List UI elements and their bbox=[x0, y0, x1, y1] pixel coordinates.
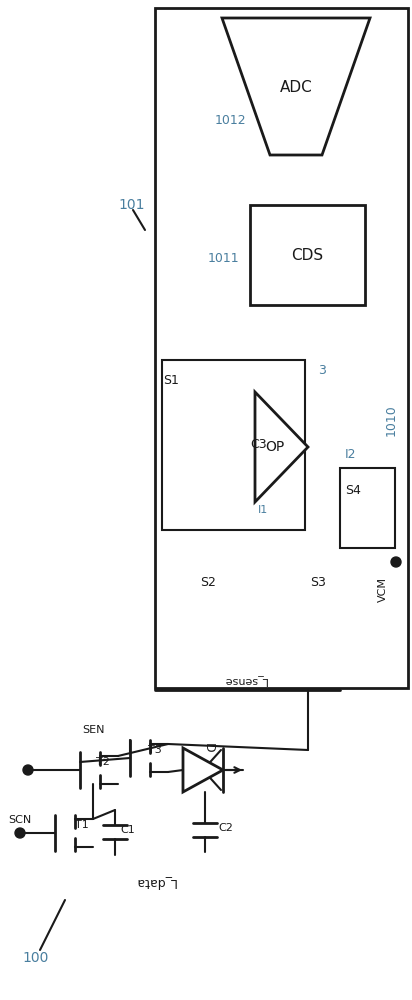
Text: 1010: 1010 bbox=[385, 404, 398, 436]
Bar bbox=[340, 468, 395, 548]
Bar bbox=[155, 8, 408, 688]
Text: SCN: SCN bbox=[8, 815, 31, 825]
Text: T3: T3 bbox=[148, 745, 162, 755]
Text: S4: S4 bbox=[345, 484, 361, 496]
Text: T1: T1 bbox=[75, 820, 89, 830]
Text: C1: C1 bbox=[120, 825, 135, 835]
Text: VCM: VCM bbox=[378, 578, 388, 602]
Text: S1: S1 bbox=[163, 373, 179, 386]
Text: 100: 100 bbox=[22, 951, 48, 965]
Polygon shape bbox=[222, 18, 370, 155]
Text: 101: 101 bbox=[118, 198, 145, 212]
Text: 3: 3 bbox=[318, 363, 326, 376]
Circle shape bbox=[15, 828, 25, 838]
Text: 1011: 1011 bbox=[208, 251, 240, 264]
Polygon shape bbox=[183, 748, 223, 792]
Text: OP: OP bbox=[265, 440, 285, 454]
Text: SEN: SEN bbox=[82, 725, 105, 735]
Text: ADC: ADC bbox=[280, 80, 312, 95]
Text: S2: S2 bbox=[200, 576, 216, 588]
Text: L_sense: L_sense bbox=[223, 675, 267, 685]
Polygon shape bbox=[255, 392, 308, 502]
Text: D: D bbox=[202, 743, 215, 753]
Text: 1012: 1012 bbox=[215, 113, 247, 126]
Bar bbox=[162, 360, 305, 530]
Text: C3: C3 bbox=[250, 438, 267, 452]
Text: L_data: L_data bbox=[134, 876, 176, 888]
Text: T2: T2 bbox=[96, 757, 110, 767]
Text: C2: C2 bbox=[218, 823, 233, 833]
Circle shape bbox=[23, 765, 33, 775]
Bar bbox=[250, 205, 365, 305]
Text: I2: I2 bbox=[345, 448, 356, 462]
Text: S3: S3 bbox=[310, 576, 326, 588]
Text: CDS: CDS bbox=[291, 247, 323, 262]
Circle shape bbox=[391, 557, 401, 567]
Text: I1: I1 bbox=[258, 505, 268, 515]
